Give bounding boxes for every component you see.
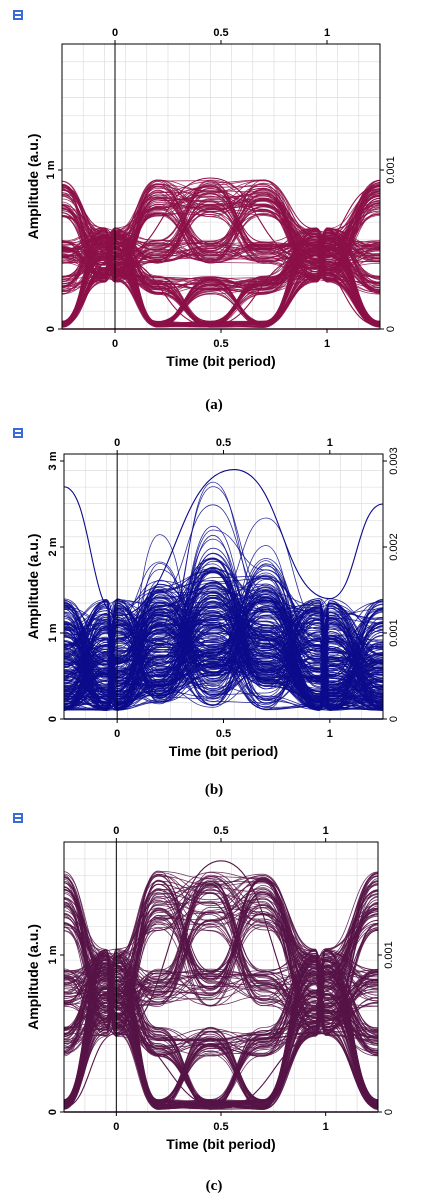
eye-trace	[61, 200, 381, 327]
eye-trace	[63, 580, 384, 710]
y-right-tick-label: 0.001	[383, 941, 395, 969]
eye-trace	[61, 230, 381, 328]
eye-trace	[61, 236, 381, 324]
eye-envelope-trace	[61, 185, 381, 327]
y-right-tick-label: 0	[383, 1109, 395, 1115]
x-top-tick-label: 1	[323, 825, 329, 837]
y-tick-label: 2 m	[47, 537, 59, 556]
y-right-tick-label: 0.002	[388, 533, 400, 561]
eye-trace	[63, 877, 379, 1110]
eye-trace	[63, 879, 379, 1104]
eye-envelope-trace	[63, 623, 384, 703]
eye-trace	[63, 878, 379, 1036]
eye-trace	[63, 569, 384, 709]
x-top-tick-label: 1	[327, 437, 333, 449]
eye-trace	[63, 623, 384, 710]
eye-trace	[63, 605, 384, 710]
x-axis-label: Time (bit period)	[166, 353, 275, 369]
eye-trace	[63, 905, 379, 1100]
eye-trace	[61, 195, 381, 324]
eye-trace	[63, 972, 379, 1105]
y-tick-label: 1 m	[47, 623, 59, 642]
x-top-tick-label: 0	[114, 437, 120, 449]
eye-envelope-trace	[63, 923, 379, 1108]
eye-trace	[63, 600, 384, 690]
x-top-tick-label: 0	[113, 825, 119, 837]
eye-trace	[61, 205, 381, 326]
eye-trace	[63, 906, 379, 1105]
eye-trace	[63, 552, 384, 711]
eye-trace	[63, 972, 379, 1103]
y-tick-label: 3 m	[47, 451, 59, 470]
eye-diagram-a: 0 0.5 1 0 0.5 1 0 1 m 0 0.001 Time (bit period) Amp…	[25, 27, 397, 369]
x-tick-label: 1	[324, 338, 330, 350]
eye-diagram-c: 0 0.5 1 0 0.5 1 0 1 m 0 0.001 Time (bit period) Amp…	[25, 825, 395, 1152]
eye-trace	[63, 904, 379, 1106]
y-axis-label: Amplitude (a.u.)	[25, 134, 41, 240]
caption-c: (c)	[205, 1178, 223, 1194]
x-tick-label: 0.5	[213, 338, 228, 350]
eye-trace	[63, 971, 379, 1109]
eye-trace	[61, 194, 381, 322]
eye-envelope-trace	[63, 469, 384, 617]
y-right-tick-label: 0	[388, 716, 400, 722]
eye-trace	[61, 183, 381, 273]
x-tick-label: 1	[323, 1121, 329, 1133]
eye-trace	[63, 881, 379, 1104]
caption-a: (a)	[205, 397, 223, 413]
x-axis-label: Time (bit period)	[169, 743, 278, 759]
eye-envelope-trace	[61, 177, 381, 327]
eye-trace	[63, 871, 379, 1110]
y-tick-label: 0	[47, 1109, 59, 1115]
eye-diagram-panel-a: 0 0.5 1 0 0.5 1 0 1 m 0 0.001 Time (bit period) Amp…	[0, 0, 428, 415]
y-right-tick-label: 0.001	[385, 156, 397, 184]
app-icon	[13, 10, 23, 20]
x-tick-label: 1	[327, 728, 333, 740]
eye-trace	[63, 899, 379, 1109]
eye-trace	[61, 207, 381, 325]
eye-trace	[63, 623, 384, 710]
y-right-tick-label: 0.001	[388, 619, 400, 647]
x-tick-label: 0	[113, 1121, 119, 1133]
y-axis-label: Amplitude (a.u.)	[25, 924, 41, 1030]
eye-diagram-b: 0 0.5 1 0 0.5 1 0 1 m 2 m 3 m 0 0.001 0.002 0.003 Time…	[25, 437, 400, 759]
y-axis-label: Amplitude (a.u.)	[25, 534, 41, 640]
eye-trace	[61, 228, 381, 290]
eye-trace	[63, 889, 379, 1019]
x-tick-label: 0	[114, 728, 120, 740]
caption-b: (b)	[204, 782, 224, 798]
eye-trace	[63, 486, 384, 710]
eye-trace	[63, 961, 379, 1109]
y-right-tick-label: 0	[385, 326, 397, 332]
x-top-tick-label: 0.5	[216, 437, 231, 449]
x-tick-label: 0.5	[216, 728, 231, 740]
eye-trace	[61, 180, 381, 283]
eye-trace	[61, 179, 381, 327]
y-tick-label: 1 m	[47, 945, 59, 964]
app-icon	[13, 813, 23, 823]
eye-diagram-panel-c: 0 0.5 1 0 0.5 1 0 1 m 0 0.001 Time (bit period) Amp…	[0, 805, 428, 1203]
eye-trace	[61, 203, 381, 265]
x-top-tick-label: 0	[112, 27, 118, 39]
x-top-tick-label: 0.5	[213, 825, 228, 837]
eye-envelope-trace	[63, 860, 379, 1108]
eye-trace	[61, 202, 381, 323]
y-tick-label: 1 m	[45, 160, 57, 179]
x-tick-label: 0	[112, 338, 118, 350]
x-tick-label: 0.5	[213, 1121, 228, 1133]
eye-trace	[63, 889, 379, 1105]
eye-trace	[63, 585, 384, 692]
y-tick-label: 0	[45, 326, 57, 332]
x-axis-label: Time (bit period)	[166, 1136, 275, 1152]
x-top-tick-label: 0.5	[213, 27, 228, 39]
app-icon	[13, 428, 23, 438]
eye-diagram-panel-b: 0 0.5 1 0 0.5 1 0 1 m 2 m 3 m 0 0.001 0.002 0.003 Time…	[0, 415, 428, 805]
y-tick-label: 0	[47, 716, 59, 722]
y-right-tick-label: 0.003	[388, 447, 400, 475]
eye-trace	[61, 184, 381, 291]
x-top-tick-label: 1	[324, 27, 330, 39]
eye-trace	[61, 211, 381, 323]
eye-trace	[61, 198, 381, 325]
eye-trace	[63, 879, 379, 1006]
